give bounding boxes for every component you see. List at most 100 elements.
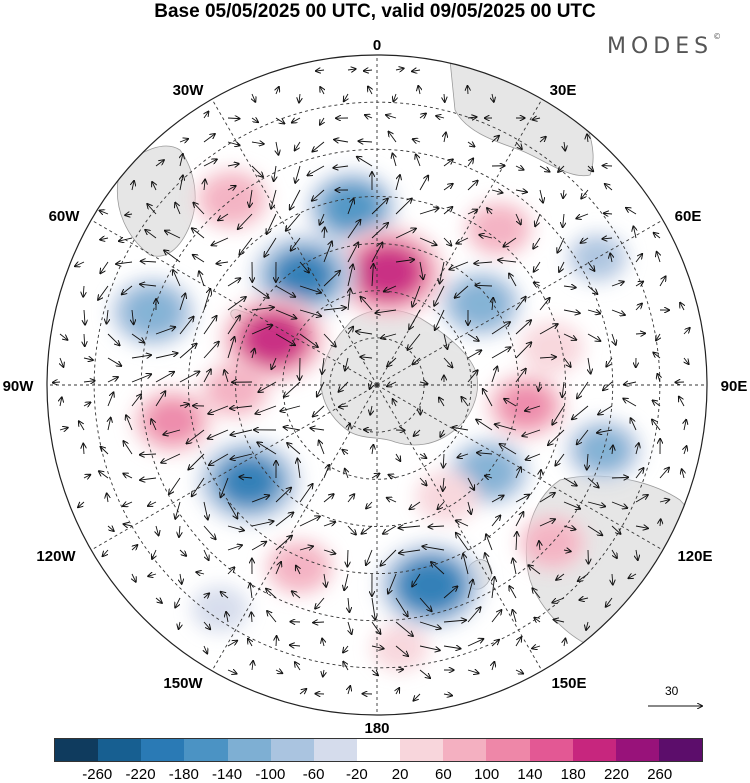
wind-arrow (597, 430, 613, 433)
wind-arrow (491, 640, 499, 647)
map-title: Base 05/05/2025 00 UTC, valid 09/05/2025… (154, 1, 596, 22)
wind-arrow (275, 488, 291, 503)
longitude-label: 150W (163, 675, 203, 692)
wind-arrow (83, 475, 90, 478)
wind-arrow (396, 688, 399, 695)
wind-arrow (320, 117, 324, 125)
wind-arrow (147, 204, 157, 215)
wind-arrow (636, 443, 639, 455)
wind-arrow (443, 646, 461, 649)
wind-arrow (492, 577, 495, 599)
wind-arrow (395, 597, 408, 616)
wind-arrow (371, 621, 380, 634)
wind-arrow (515, 467, 521, 479)
wind-arrow (239, 237, 253, 255)
wind-arrow (227, 297, 246, 311)
wind-arrow (347, 494, 354, 503)
wind-arrow (60, 397, 62, 407)
wind-arrow (444, 93, 445, 102)
wind-arrow (107, 493, 108, 503)
wind-arrow (474, 262, 493, 263)
wind-arrow (141, 261, 157, 262)
wind-arrow (299, 93, 300, 102)
colorbar-swatch (443, 739, 487, 761)
wind-arrow (587, 453, 588, 470)
wind-arrow (125, 214, 133, 215)
wind-arrow (654, 233, 661, 239)
wind-arrow (193, 255, 205, 263)
wind-arrow (179, 344, 197, 359)
wind-arrow (443, 237, 451, 246)
wind-arrow (59, 333, 67, 340)
wind-arrow (653, 400, 661, 407)
wind-arrow (491, 322, 510, 335)
wind-arrow (203, 525, 216, 539)
wind-arrow (476, 419, 493, 431)
wind-arrow (299, 546, 313, 550)
wind-arrow (203, 134, 215, 143)
wind-arrow (419, 645, 440, 650)
wind-arrow (657, 374, 660, 383)
wind-arrow (312, 189, 325, 201)
wind-arrow (563, 477, 577, 486)
wind-arrow (227, 186, 236, 190)
colorbar-swatch (400, 739, 444, 761)
wind-arrow (419, 382, 427, 384)
wind-arrow (312, 141, 325, 151)
wind-arrow (516, 532, 517, 551)
wind-arrow (324, 573, 326, 587)
wind-arrow (563, 550, 571, 551)
wind-arrow (271, 357, 277, 369)
wind-arrow (204, 112, 208, 119)
wind-arrow (612, 573, 613, 585)
wind-arrow (539, 519, 555, 527)
wind-arrow (361, 525, 373, 534)
anomaly-contour (358, 247, 420, 298)
wind-arrow (60, 357, 63, 367)
wind-arrow (491, 347, 510, 359)
wind-arrow (581, 238, 589, 243)
wind-arrow (418, 86, 420, 95)
wind-arrow (323, 465, 329, 479)
wind-arrow (98, 285, 109, 300)
wind-arrow (587, 310, 600, 313)
wind-arrow (412, 285, 421, 307)
wind-arrow (83, 358, 93, 360)
colorbar-swatch (55, 739, 99, 761)
wind-arrow (498, 260, 517, 262)
wind-arrow (358, 141, 373, 142)
high-anomaly (219, 294, 328, 384)
wind-arrow (320, 87, 324, 95)
wind-arrow (323, 522, 335, 526)
wind-arrow (586, 621, 588, 630)
wind-arrow (299, 516, 320, 527)
wind-arrow (252, 349, 254, 359)
wind-arrow (491, 516, 500, 527)
wind-arrow (515, 512, 523, 527)
anomaly-contour (526, 522, 578, 564)
wind-arrow (399, 550, 421, 553)
wind-arrow (290, 645, 301, 646)
wind-arrow (231, 429, 253, 435)
wind-arrow (361, 297, 373, 311)
wind-arrow (284, 381, 301, 397)
wind-arrow (131, 374, 151, 383)
wind-arrow (657, 252, 660, 263)
high-anomaly (264, 538, 335, 596)
wind-arrow (83, 402, 90, 406)
wind-arrow (539, 324, 558, 335)
colorbar-tick-label: 20 (391, 766, 409, 783)
wind-arrow (227, 545, 242, 551)
wind-arrow (587, 261, 594, 271)
wind-arrow (467, 333, 479, 341)
wind-arrow (204, 593, 209, 598)
wind-arrow (250, 583, 252, 599)
wind-arrow (106, 309, 108, 324)
wind-arrow (224, 370, 228, 383)
anomaly-contour (400, 560, 461, 610)
wind-arrow (409, 501, 421, 509)
wind-arrow (196, 572, 205, 574)
wind-arrow (179, 549, 186, 556)
wind-arrow (509, 586, 517, 599)
